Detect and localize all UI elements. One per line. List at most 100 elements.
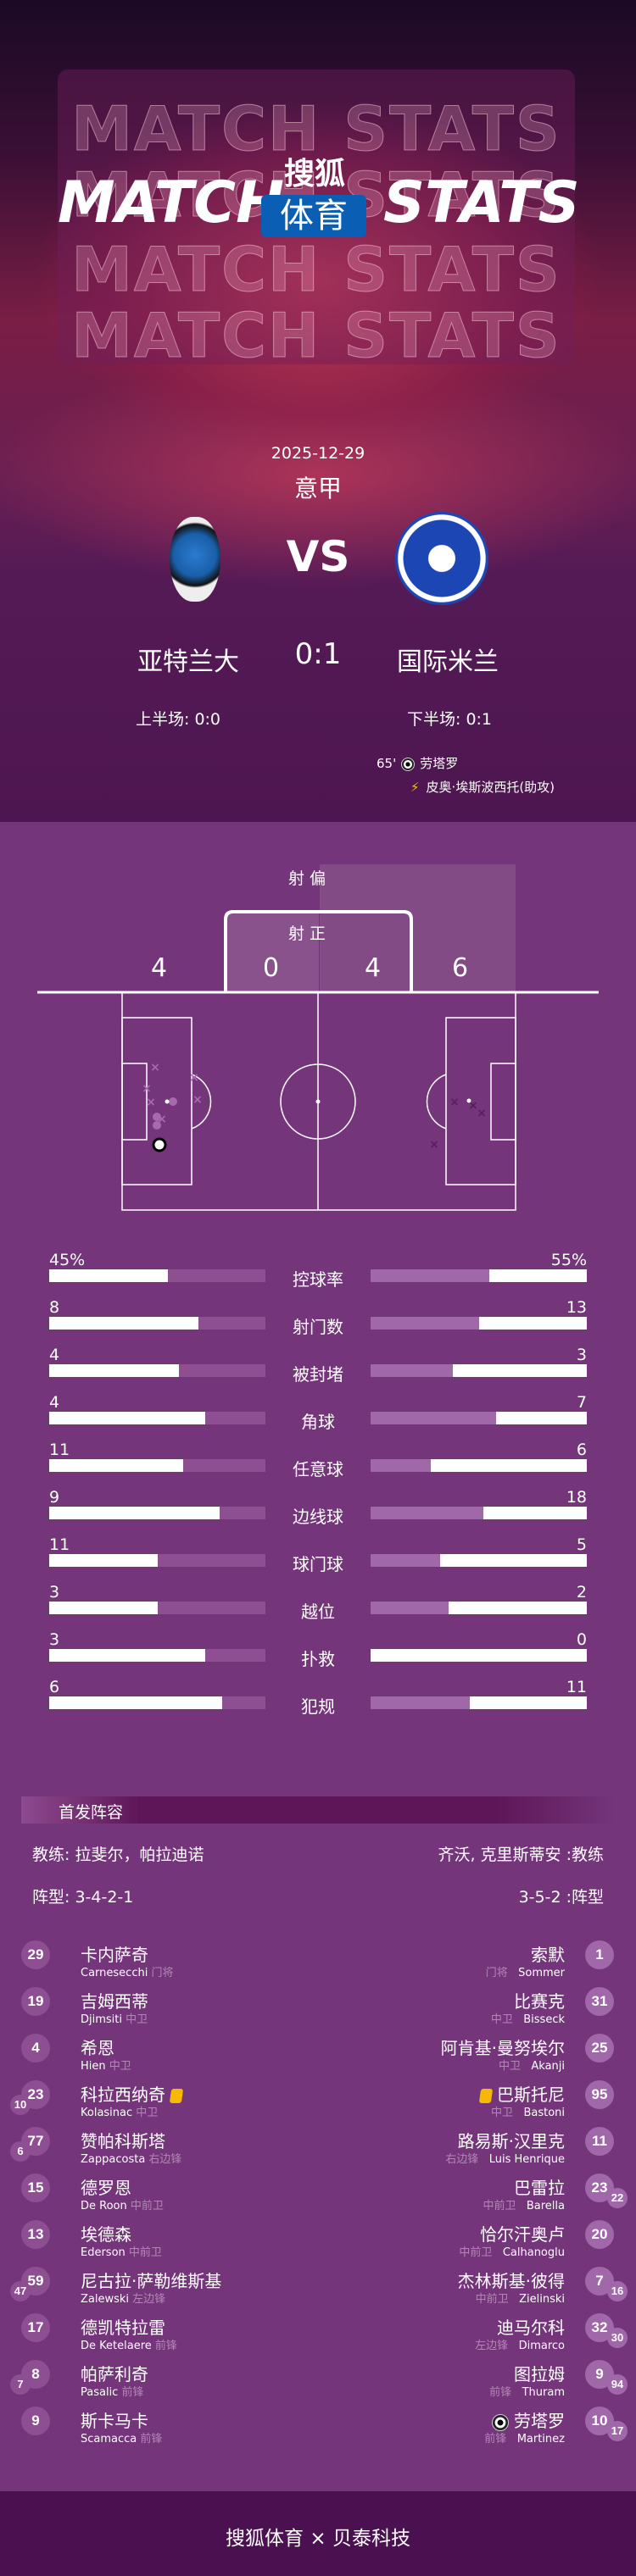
away-player-name[interactable]: 阿肯基·曼努埃尔 xyxy=(441,2035,565,2059)
away-player-name[interactable]: 巴斯托尼 xyxy=(475,2081,565,2106)
home-player-meta: Zalewski 左边锋 xyxy=(81,2290,165,2306)
on-target-zone-home xyxy=(226,913,319,992)
home-player-name[interactable]: 吉姆西蒂 xyxy=(81,1988,148,2012)
lineup-row: 19 吉姆西蒂 Djimsiti 中卫 31 比赛克 中卫 Bisseck xyxy=(0,1987,636,2048)
away-formation: 3-5-2 :阵型 xyxy=(518,1888,604,1907)
home-player-name[interactable]: 帕萨利奇 xyxy=(81,2361,148,2385)
on-target-label: 射 正 xyxy=(288,924,326,943)
home-player-name[interactable]: 科拉西纳奇 xyxy=(81,2081,187,2106)
stat-label: 任意球 xyxy=(293,1459,343,1480)
away-player-name[interactable]: 劳塔罗 xyxy=(487,2407,565,2432)
away-player-position: 中卫 xyxy=(498,2060,521,2073)
stat-away-bar-fill xyxy=(439,1554,587,1567)
lineup-row: 17 德凯特拉雷 De Ketelaere 前锋 32 30 迪马尔科 左边锋 … xyxy=(0,2313,636,2374)
home-player-name[interactable]: 埃德森 xyxy=(81,2221,131,2246)
away-player-en: Bastoni xyxy=(523,2107,565,2119)
away-player-meta: 中卫 Bastoni xyxy=(491,2103,565,2119)
away-player-name[interactable]: 索默 xyxy=(531,1941,565,1966)
home-player-position: 中卫 xyxy=(126,2013,148,2026)
stat-away-bar xyxy=(371,1602,587,1614)
away-player-meta: 中前卫 Barella xyxy=(483,2196,565,2212)
home-player-meta: Carnesecchi 门将 xyxy=(81,1963,173,1979)
home-sub-number: 47 xyxy=(10,2281,31,2301)
away-player-en: Barella xyxy=(526,2200,565,2212)
center-spot xyxy=(315,1099,321,1104)
stat-label: 角球 xyxy=(301,1412,335,1432)
home-player-name[interactable]: 尼古拉·萨勒维斯基 xyxy=(81,2268,221,2292)
stat-away-value: 11 xyxy=(566,1678,587,1696)
away-player-position: 中前卫 xyxy=(475,2293,509,2306)
home-player-cn: 帕萨利奇 xyxy=(81,2364,148,2384)
home-player-name[interactable]: 希恩 xyxy=(81,2035,114,2059)
stat-home-bar xyxy=(49,1269,265,1282)
away-player-en: Akanji xyxy=(531,2060,565,2073)
missed-shot-marker: × xyxy=(192,1093,203,1107)
stat-label: 球门球 xyxy=(293,1554,343,1574)
away-player-cn: 恰尔汗奥卢 xyxy=(480,2224,565,2245)
home-player-en: Carnesecchi xyxy=(81,1967,148,1979)
home-player-name[interactable]: 赞帕科斯塔 xyxy=(81,2128,165,2152)
away-player-meta: 前锋 Thuram xyxy=(489,2383,565,2399)
away-player-position: 中前卫 xyxy=(459,2246,493,2259)
home-player-name[interactable]: 斯卡马卡 xyxy=(81,2407,148,2432)
missed-shot-marker: × xyxy=(429,1138,439,1152)
home-player-cn: 德凯特拉雷 xyxy=(81,2318,165,2338)
stat-home-bar xyxy=(49,1696,265,1709)
stat-away-bar xyxy=(371,1507,587,1519)
home-player-name[interactable]: 德罗恩 xyxy=(81,2174,131,2199)
home-player-meta: Pasalic 前锋 xyxy=(81,2383,144,2399)
stat-away-bar xyxy=(371,1269,587,1282)
away-player-number: 1 xyxy=(585,1940,614,1969)
stat-home-value: 3 xyxy=(49,1583,60,1602)
stat-away-bar-fill xyxy=(452,1364,587,1377)
away-player-name[interactable]: 比赛克 xyxy=(514,1988,565,2012)
away-player-name[interactable]: 迪马尔科 xyxy=(497,2314,565,2339)
stat-row: 9 18 边线球 xyxy=(49,1488,587,1537)
home-player-position: 中卫 xyxy=(136,2107,159,2119)
home-player-number: 17 xyxy=(21,2313,50,2342)
away-player-en: Thuram xyxy=(522,2386,565,2399)
inter-logo xyxy=(395,512,488,605)
home-player-cn: 埃德森 xyxy=(81,2224,131,2245)
second-half-score: 下半场: 0:1 xyxy=(407,710,493,729)
away-player-name[interactable]: 图拉姆 xyxy=(514,2361,565,2385)
home-player-en: Zalewski xyxy=(81,2293,130,2306)
away-player-cn: 索默 xyxy=(531,1945,565,1965)
home-player-number: 29 xyxy=(21,1940,50,1969)
away-sub-number: 16 xyxy=(607,2281,628,2301)
stat-home-bar xyxy=(49,1364,265,1377)
away-player-name[interactable]: 路易斯·汉里克 xyxy=(458,2128,565,2152)
home-player-name[interactable]: 卡内萨奇 xyxy=(81,1941,148,1966)
home-player-position: 左边锋 xyxy=(132,2293,166,2306)
away-player-name[interactable]: 恰尔汗奥卢 xyxy=(480,2221,565,2246)
home-player-position: 前锋 xyxy=(154,2340,177,2352)
stat-row: 45% 55% 控球率 xyxy=(49,1251,587,1300)
footer-credit: 搜狐体育 × 贝泰科技 xyxy=(226,2528,410,2550)
away-player-en: Calhanoglu xyxy=(502,2246,565,2259)
home-player-cn: 德罗恩 xyxy=(81,2178,131,2198)
off-target-label: 射 偏 xyxy=(288,869,326,888)
home-player-number: 15 xyxy=(21,2174,50,2202)
stat-home-value: 4 xyxy=(49,1346,60,1364)
saved-shot-marker xyxy=(169,1097,177,1106)
stat-home-bar-fill xyxy=(49,1364,179,1377)
stat-row: 4 3 被封堵 xyxy=(49,1346,587,1395)
home-player-meta: Djimsiti 中卫 xyxy=(81,2010,148,2026)
away-player-name[interactable]: 杰林斯基·彼得 xyxy=(458,2268,565,2292)
penalty-spot xyxy=(165,1099,170,1104)
home-player-name[interactable]: 德凯特拉雷 xyxy=(81,2314,165,2339)
stat-home-value: 9 xyxy=(49,1488,60,1507)
stat-row: 8 13 射门数 xyxy=(49,1298,587,1347)
goal-minute: 65' xyxy=(377,756,397,771)
stat-home-value: 3 xyxy=(49,1630,60,1649)
stat-away-value: 13 xyxy=(566,1298,587,1317)
assist-player: 皮奥·埃斯波西托(助攻) xyxy=(426,780,555,795)
away-player-name[interactable]: 巴雷拉 xyxy=(514,2174,565,2199)
stat-home-value: 11 xyxy=(49,1441,70,1459)
stat-away-bar-fill xyxy=(448,1602,587,1614)
home-coach: 教练: 拉斐尔，帕拉迪诺 xyxy=(32,1846,204,1864)
stat-away-bar xyxy=(371,1317,587,1330)
title-stats: STATS xyxy=(383,169,580,236)
stat-row: 3 0 扑救 xyxy=(49,1630,587,1679)
home-on-target: 0 xyxy=(263,953,280,983)
